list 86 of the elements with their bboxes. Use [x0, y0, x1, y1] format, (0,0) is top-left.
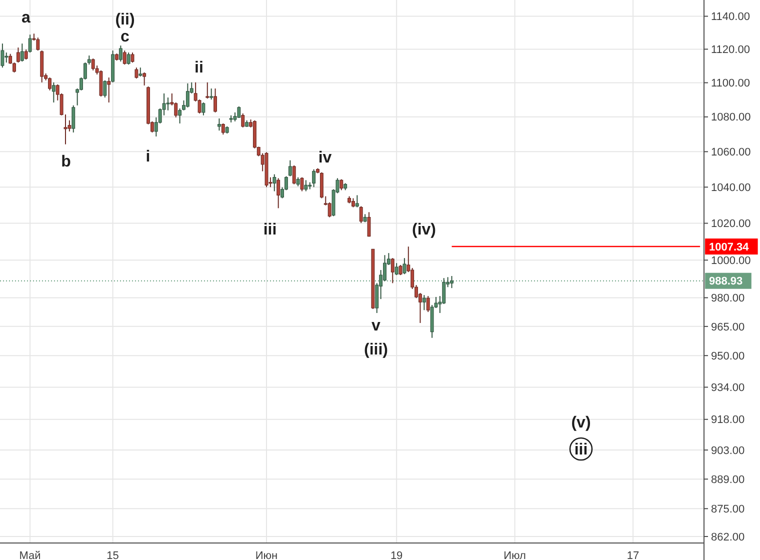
- candlestick: [340, 178, 344, 191]
- x-tick-label: 19: [390, 550, 403, 560]
- candlestick: [28, 34, 32, 54]
- y-tick-label: 1020.00: [711, 218, 751, 230]
- candlestick: [288, 160, 292, 177]
- annotation: (ii): [115, 12, 135, 29]
- x-tick-label: Июл: [504, 550, 526, 560]
- y-tick-label: 1040.00: [711, 182, 751, 194]
- y-tick-label: 1100.00: [711, 78, 750, 90]
- annotation: (v): [571, 414, 591, 432]
- candlestick: [237, 106, 241, 118]
- candlestick: [272, 174, 276, 192]
- candlestick: [390, 258, 394, 284]
- candlestick: [352, 198, 355, 208]
- candlestick: [214, 88, 217, 113]
- candlestick: [206, 82, 210, 100]
- annotation: iv: [318, 150, 332, 167]
- x-tick-label: 17: [626, 550, 640, 560]
- candlestick: [402, 258, 406, 275]
- candlestick: [122, 50, 126, 66]
- annotation: v: [372, 318, 381, 335]
- candlestick: [186, 82, 190, 108]
- candlestick: [202, 102, 206, 116]
- annotation: ii: [194, 60, 204, 77]
- candlestick: [312, 168, 316, 188]
- candlestick: [210, 88, 214, 100]
- y-tick-label: 965.00: [711, 321, 745, 334]
- annotation: a: [22, 10, 31, 27]
- candlestick: [426, 296, 430, 313]
- candlestick: [130, 52, 134, 64]
- candlestick: [218, 118, 221, 132]
- candlestick: [91, 58, 95, 71]
- candlestick: [450, 276, 454, 289]
- candlestick: [0, 43, 4, 68]
- candlestick: [126, 52, 130, 66]
- candlestick: [292, 164, 296, 185]
- candlestick: [355, 194, 359, 208]
- y-tick-label: 875.00: [711, 504, 745, 516]
- annotation: iii: [574, 442, 588, 459]
- y-tick-label: 1140.00: [711, 11, 750, 24]
- y-tick-label: 950.00: [711, 350, 745, 362]
- candlestick: [36, 37, 40, 52]
- data-label: 1007.34: [709, 241, 750, 254]
- candlestick: [107, 76, 111, 103]
- candlestick: [20, 43, 24, 62]
- candlestick: [367, 212, 371, 238]
- y-tick-label: 934.00: [711, 382, 745, 394]
- y-tick-label: 889.00: [711, 474, 745, 486]
- candlestick: [300, 176, 304, 192]
- candlestick: [398, 264, 402, 276]
- candlestick: [16, 47, 20, 64]
- candlestick: [118, 45, 122, 62]
- y-tick-label: 1120.00: [711, 44, 750, 56]
- candlestick: [52, 82, 56, 103]
- x-tick-label: 15: [106, 550, 119, 560]
- candlestick: [24, 49, 28, 60]
- x-tick-label: Июн: [255, 550, 278, 560]
- candlestick: [142, 72, 146, 86]
- annotation: c: [120, 28, 130, 46]
- y-tick-label: 1080.00: [711, 112, 751, 124]
- y-tick-label: 903.00: [711, 444, 745, 457]
- candlestick: [394, 262, 398, 276]
- x-tick-label: Май: [19, 550, 41, 560]
- y-tick-label: 862.00: [711, 531, 745, 544]
- y-tick-label: 1000.00: [711, 254, 751, 267]
- candlestick: [422, 294, 426, 311]
- candlestick: [304, 180, 308, 192]
- ref-line-label: 988.93: [709, 276, 743, 288]
- annotation: (iv): [412, 222, 436, 239]
- candlestick: [276, 178, 280, 209]
- candlestick: [241, 112, 245, 128]
- y-tick-label: 980.00: [711, 292, 745, 305]
- candlestick: [328, 202, 332, 218]
- annotation: iii: [263, 222, 277, 239]
- candlestick: [103, 80, 107, 98]
- candlestick: [221, 122, 225, 136]
- annotation: (iii): [364, 342, 388, 359]
- candlestick: [72, 104, 76, 133]
- y-tick-label: 1060.00: [711, 146, 751, 159]
- candlestick: [359, 206, 363, 224]
- candlestick: [134, 67, 138, 80]
- candlestick: [4, 52, 8, 64]
- annotation: i: [146, 148, 150, 166]
- candlestick: [48, 76, 52, 91]
- y-tick-label: 918.00: [711, 414, 745, 426]
- annotation: b: [61, 154, 72, 171]
